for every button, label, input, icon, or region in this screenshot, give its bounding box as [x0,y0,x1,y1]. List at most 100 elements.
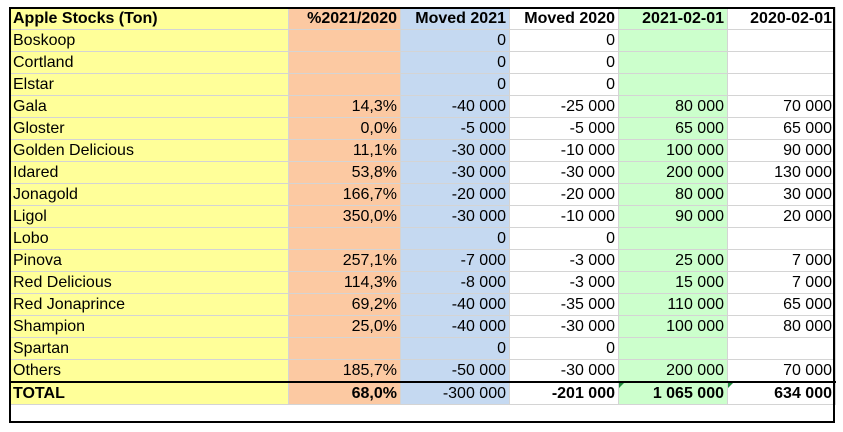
cell-percent-change[interactable]: 53,8% [288,161,401,184]
cell-moved-2020[interactable]: 0 [509,51,619,74]
cell-stock-2021-02-01[interactable] [618,337,728,360]
cell-moved-2021[interactable]: 0 [400,29,510,52]
cell-moved-2020[interactable]: 0 [509,73,619,96]
cell-stock-2021-02-01[interactable] [618,29,728,52]
header-moved-2021[interactable]: Moved 2021 [400,7,510,30]
cell-variety-name[interactable]: TOTAL [9,381,289,405]
cell-stock-2021-02-01[interactable]: 65 000 [618,117,728,140]
cell-percent-change[interactable]: 257,1% [288,249,401,272]
cell-moved-2020[interactable]: -10 000 [509,205,619,228]
cell-variety-name[interactable]: Pinova [9,249,289,272]
cell-stock-2021-02-01[interactable]: 25 000 [618,249,728,272]
cell-percent-change[interactable]: 25,0% [288,315,401,338]
cell-variety-name[interactable]: Elstar [9,73,289,96]
cell-percent-change[interactable]: 166,7% [288,183,401,206]
cell-stock-2020-02-01[interactable]: 30 000 [727,183,836,206]
cell-stock-2020-02-01[interactable]: 7 000 [727,249,836,272]
cell-moved-2020[interactable]: -3 000 [509,249,619,272]
cell-moved-2020[interactable]: 0 [509,29,619,52]
cell-stock-2020-02-01[interactable] [727,73,836,96]
cell-stock-2020-02-01[interactable]: 70 000 [727,95,836,118]
cell-percent-change[interactable]: 185,7% [288,359,401,383]
cell-variety-name[interactable]: Shampion [9,315,289,338]
cell-moved-2020[interactable]: -35 000 [509,293,619,316]
cell-moved-2021[interactable]: -30 000 [400,161,510,184]
cell-stock-2021-02-01[interactable] [618,51,728,74]
cell-moved-2021[interactable]: -40 000 [400,315,510,338]
cell-stock-2021-02-01[interactable] [618,227,728,250]
cell-stock-2021-02-01[interactable]: 1 065 000 [618,381,728,405]
cell-percent-change[interactable]: 68,0% [288,381,401,405]
cell-variety-name[interactable]: Lobo [9,227,289,250]
header-stock-2021-02-01[interactable]: 2021-02-01 [618,7,728,30]
cell-stock-2020-02-01[interactable]: 70 000 [727,359,836,383]
cell-percent-change[interactable]: 350,0% [288,205,401,228]
cell-stock-2020-02-01[interactable] [727,51,836,74]
cell-stock-2021-02-01[interactable]: 80 000 [618,95,728,118]
cell-percent-change[interactable]: 69,2% [288,293,401,316]
cell-moved-2021[interactable]: -50 000 [400,359,510,383]
cell-percent-change[interactable] [288,227,401,250]
cell-stock-2020-02-01[interactable]: 80 000 [727,315,836,338]
cell-percent-change[interactable] [288,337,401,360]
cell-stock-2021-02-01[interactable]: 200 000 [618,161,728,184]
cell-moved-2020[interactable]: -5 000 [509,117,619,140]
cell-variety-name[interactable]: Golden Delicious [9,139,289,162]
cell-moved-2021[interactable]: 0 [400,337,510,360]
header-moved-2020[interactable]: Moved 2020 [509,7,619,30]
cell-moved-2021[interactable]: -30 000 [400,205,510,228]
cell-moved-2020[interactable]: -30 000 [509,359,619,383]
cell-stock-2020-02-01[interactable]: 65 000 [727,293,836,316]
cell-variety-name[interactable]: Red Delicious [9,271,289,294]
cell-variety-name[interactable]: Boskoop [9,29,289,52]
cell-moved-2020[interactable]: -30 000 [509,315,619,338]
cell-percent-change[interactable]: 11,1% [288,139,401,162]
cell-percent-change[interactable]: 14,3% [288,95,401,118]
cell-stock-2021-02-01[interactable]: 80 000 [618,183,728,206]
cell-variety-name[interactable]: Spartan [9,337,289,360]
cell-stock-2021-02-01[interactable] [618,73,728,96]
cell-moved-2020[interactable]: 0 [509,337,619,360]
cell-moved-2020[interactable]: -3 000 [509,271,619,294]
cell-percent-change[interactable]: 0,0% [288,117,401,140]
cell-stock-2021-02-01[interactable]: 100 000 [618,139,728,162]
cell-moved-2021[interactable]: -5 000 [400,117,510,140]
cell-moved-2020[interactable]: -20 000 [509,183,619,206]
cell-stock-2021-02-01[interactable]: 90 000 [618,205,728,228]
header-variety-name[interactable]: Apple Stocks (Ton) [9,7,289,30]
cell-moved-2021[interactable]: -300 000 [400,381,510,405]
cell-moved-2021[interactable]: -8 000 [400,271,510,294]
cell-moved-2020[interactable]: 0 [509,227,619,250]
cell-moved-2020[interactable]: -25 000 [509,95,619,118]
cell-stock-2020-02-01[interactable]: 20 000 [727,205,836,228]
cell-moved-2021[interactable]: 0 [400,51,510,74]
cell-stock-2020-02-01[interactable]: 90 000 [727,139,836,162]
cell-stock-2020-02-01[interactable]: 65 000 [727,117,836,140]
cell-stock-2021-02-01[interactable]: 15 000 [618,271,728,294]
cell-stock-2020-02-01[interactable] [727,337,836,360]
cell-moved-2021[interactable]: 0 [400,227,510,250]
cell-moved-2020[interactable]: -30 000 [509,161,619,184]
cell-stock-2020-02-01[interactable] [727,29,836,52]
cell-moved-2020[interactable]: -10 000 [509,139,619,162]
cell-stock-2020-02-01[interactable] [727,227,836,250]
cell-moved-2021[interactable]: -40 000 [400,293,510,316]
cell-moved-2021[interactable]: -30 000 [400,139,510,162]
cell-moved-2021[interactable]: 0 [400,73,510,96]
cell-stock-2021-02-01[interactable]: 110 000 [618,293,728,316]
cell-variety-name[interactable]: Ligol [9,205,289,228]
cell-variety-name[interactable]: Gloster [9,117,289,140]
cell-moved-2021[interactable]: -20 000 [400,183,510,206]
cell-moved-2021[interactable]: -40 000 [400,95,510,118]
cell-variety-name[interactable]: Cortland [9,51,289,74]
cell-variety-name[interactable]: Jonagold [9,183,289,206]
cell-stock-2020-02-01[interactable]: 634 000 [727,381,836,405]
cell-percent-change[interactable] [288,51,401,74]
header-percent-change[interactable]: %2021/2020 [288,7,401,30]
cell-stock-2021-02-01[interactable]: 200 000 [618,359,728,383]
cell-variety-name[interactable]: Idared [9,161,289,184]
cell-variety-name[interactable]: Gala [9,95,289,118]
cell-percent-change[interactable]: 114,3% [288,271,401,294]
cell-stock-2021-02-01[interactable]: 100 000 [618,315,728,338]
cell-variety-name[interactable]: Others [9,359,289,383]
